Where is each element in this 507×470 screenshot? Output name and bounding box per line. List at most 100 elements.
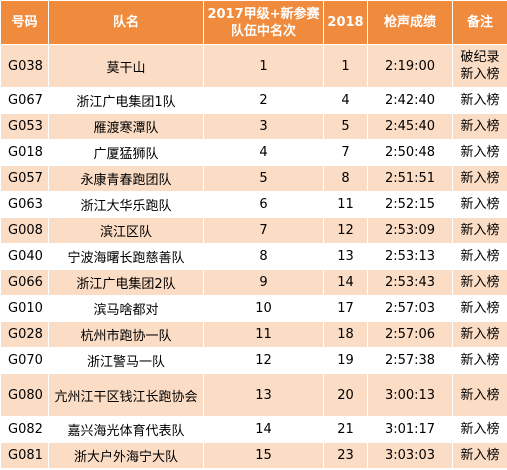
cell-note: 新入榜 <box>452 269 507 296</box>
cell-note: 新入榜 <box>452 416 507 443</box>
cell-team: 亢州江干区钱江长跑协会 <box>48 373 204 417</box>
table-row: G053 雁渡寒潭队 3 5 2:45:40 新入榜 <box>0 113 507 140</box>
cell-time: 2:53:13 <box>367 243 453 270</box>
cell-team: 滨马啥都对 <box>48 295 204 322</box>
cell-rank2017: 9 <box>203 269 324 296</box>
header-rank2018: 2018 <box>323 0 368 45</box>
cell-rank2018: 20 <box>323 373 368 417</box>
cell-rank2018: 21 <box>323 416 368 443</box>
cell-time: 2:57:38 <box>367 347 453 374</box>
cell-time: 2:52:15 <box>367 191 453 218</box>
cell-rank2017: 13 <box>203 373 324 417</box>
cell-time: 2:53:09 <box>367 217 453 244</box>
cell-team: 浙江大华乐跑队 <box>48 191 204 218</box>
cell-note: 新入榜 <box>452 113 507 140</box>
cell-note: 新入榜 <box>452 165 507 192</box>
cell-team: 宁波海曙长跑慈善队 <box>48 243 204 270</box>
table-row: G066 浙江广电集团2队 9 14 2:53:43 新入榜 <box>0 269 507 296</box>
cell-id: G080 <box>0 373 49 417</box>
cell-id: G008 <box>0 217 49 244</box>
cell-team: 嘉兴海光体育代表队 <box>48 416 204 443</box>
cell-time: 2:53:43 <box>367 269 453 296</box>
table-row: G038 莫干山 1 1 2:19:00 破纪录 新入榜 <box>0 44 507 88</box>
cell-id: G028 <box>0 321 49 348</box>
table-body: G038 莫干山 1 1 2:19:00 破纪录 新入榜 G067 浙江广电集团1队 2 4 2:42… <box>0 44 507 469</box>
cell-id: G038 <box>0 44 49 88</box>
cell-team: 浙大户外海宁大队 <box>48 442 204 469</box>
table-row: G067 浙江广电集团1队 2 4 2:42:40 新入榜 <box>0 87 507 114</box>
table-row: G040 宁波海曙长跑慈善队 8 13 2:53:13 新入榜 <box>0 243 507 270</box>
cell-id: G018 <box>0 139 49 166</box>
cell-rank2018: 11 <box>323 191 368 218</box>
cell-rank2018: 1 <box>323 44 368 88</box>
cell-rank2018: 5 <box>323 113 368 140</box>
cell-time: 3:00:13 <box>367 373 453 417</box>
cell-id: G053 <box>0 113 49 140</box>
cell-note: 新入榜 <box>452 87 507 114</box>
cell-rank2018: 17 <box>323 295 368 322</box>
cell-rank2017: 11 <box>203 321 324 348</box>
cell-rank2017: 1 <box>203 44 324 88</box>
cell-time: 2:19:00 <box>367 44 453 88</box>
header-note: 备注 <box>452 0 507 45</box>
header-rank2017: 2017甲级+新参赛队伍中名次 <box>203 0 324 45</box>
cell-id: G070 <box>0 347 49 374</box>
cell-team: 浙江广电集团1队 <box>48 87 204 114</box>
cell-rank2017: 10 <box>203 295 324 322</box>
table-row: G082 嘉兴海光体育代表队 14 21 3:01:17 新入榜 <box>0 416 507 443</box>
cell-note: 新入榜 <box>452 217 507 244</box>
cell-id: G010 <box>0 295 49 322</box>
cell-rank2018: 18 <box>323 321 368 348</box>
cell-time: 2:42:40 <box>367 87 453 114</box>
table-row: G080 亢州江干区钱江长跑协会 13 20 3:00:13 新入榜 <box>0 373 507 417</box>
table-row: G081 浙大户外海宁大队 15 23 3:03:03 新入榜 <box>0 442 507 469</box>
cell-team: 滨江区队 <box>48 217 204 244</box>
table-row: G070 浙江警马一队 12 19 2:57:38 新入榜 <box>0 347 507 374</box>
cell-rank2017: 6 <box>203 191 324 218</box>
cell-rank2017: 5 <box>203 165 324 192</box>
cell-rank2018: 23 <box>323 442 368 469</box>
table-row: G018 广厦猛狮队 4 7 2:50:48 新入榜 <box>0 139 507 166</box>
cell-rank2018: 8 <box>323 165 368 192</box>
cell-rank2017: 14 <box>203 416 324 443</box>
cell-rank2017: 8 <box>203 243 324 270</box>
cell-team: 浙江警马一队 <box>48 347 204 374</box>
cell-note: 新入榜 <box>452 191 507 218</box>
cell-team: 广厦猛狮队 <box>48 139 204 166</box>
cell-id: G082 <box>0 416 49 443</box>
cell-team: 杭州市跑协一队 <box>48 321 204 348</box>
header-team: 队名 <box>48 0 204 45</box>
cell-rank2017: 2 <box>203 87 324 114</box>
table-row: G057 永康青春跑团队 5 8 2:51:51 新入榜 <box>0 165 507 192</box>
cell-time: 2:57:03 <box>367 295 453 322</box>
cell-note: 破纪录 新入榜 <box>452 44 507 88</box>
cell-rank2017: 3 <box>203 113 324 140</box>
cell-rank2017: 15 <box>203 442 324 469</box>
cell-team: 永康青春跑团队 <box>48 165 204 192</box>
cell-time: 3:01:17 <box>367 416 453 443</box>
cell-id: G063 <box>0 191 49 218</box>
table-row: G008 滨江区队 7 12 2:53:09 新入榜 <box>0 217 507 244</box>
cell-rank2018: 7 <box>323 139 368 166</box>
cell-rank2018: 4 <box>323 87 368 114</box>
cell-id: G081 <box>0 442 49 469</box>
cell-team: 莫干山 <box>48 44 204 88</box>
cell-time: 2:51:51 <box>367 165 453 192</box>
cell-id: G040 <box>0 243 49 270</box>
table-row: G063 浙江大华乐跑队 6 11 2:52:15 新入榜 <box>0 191 507 218</box>
cell-rank2018: 12 <box>323 217 368 244</box>
table-row: G010 滨马啥都对 10 17 2:57:03 新入榜 <box>0 295 507 322</box>
cell-time: 2:45:40 <box>367 113 453 140</box>
cell-rank2018: 14 <box>323 269 368 296</box>
cell-id: G066 <box>0 269 49 296</box>
cell-rank2017: 4 <box>203 139 324 166</box>
cell-rank2018: 19 <box>323 347 368 374</box>
cell-note: 新入榜 <box>452 243 507 270</box>
cell-time: 2:50:48 <box>367 139 453 166</box>
header-row: 号码 队名 2017甲级+新参赛队伍中名次 2018 枪声成绩 备注 <box>0 0 507 45</box>
cell-time: 3:03:03 <box>367 442 453 469</box>
cell-note: 新入榜 <box>452 373 507 417</box>
cell-team: 浙江广电集团2队 <box>48 269 204 296</box>
cell-rank2018: 13 <box>323 243 368 270</box>
header-id: 号码 <box>0 0 49 45</box>
